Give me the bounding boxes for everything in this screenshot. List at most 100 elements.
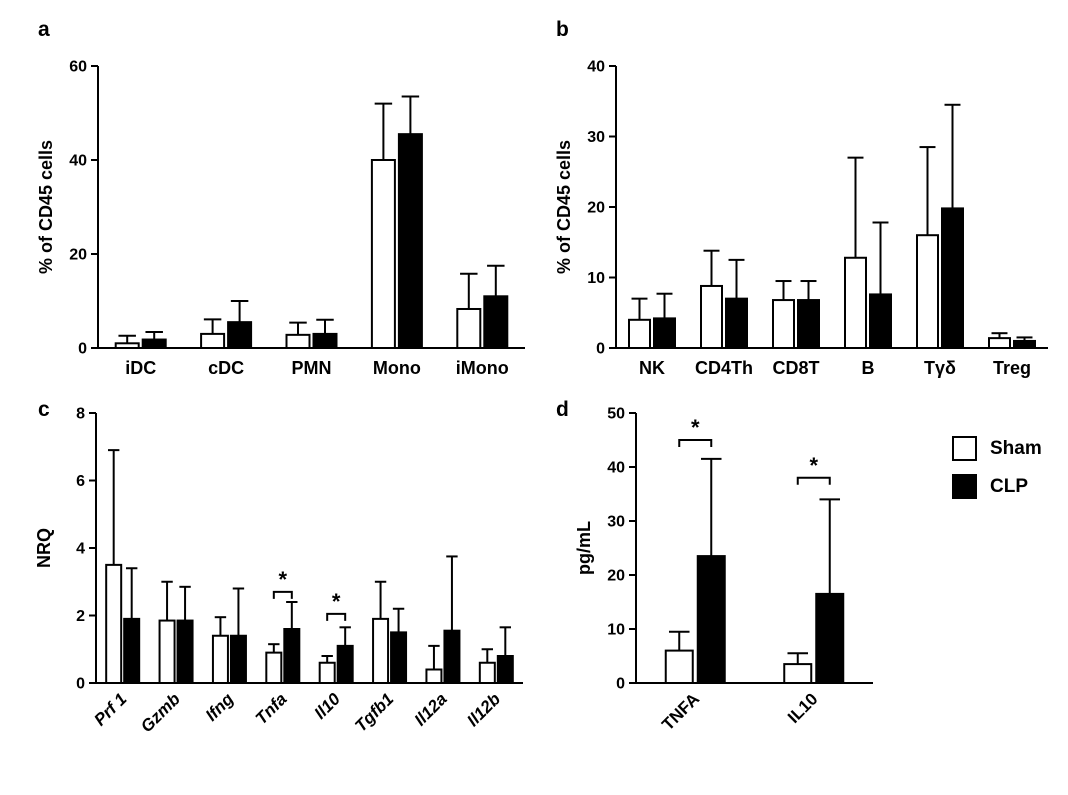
bar-clp-Tgfb1 [390,631,408,684]
bar-sham-Il10 [318,661,336,684]
bar-sham-CD8T [772,299,795,349]
chart-a-svg: 0 20 40 60 % of CD45 cells iDC cDC PMN Mono iMono [36,59,525,378]
significance-star: * [332,589,341,614]
y-tick-label: 20 [607,568,625,585]
y-tick-label: 40 [69,153,87,170]
bar-sham-Gzmb [158,619,176,684]
x-category-label: Prf 1 [90,689,130,729]
bar-sham-cDC [200,332,226,349]
bar-clp-Treg [1013,339,1036,350]
x-category-label: NK [639,358,665,378]
chart-b-svg: 0 10 20 30 40 % of CD45 cells NK CD4Th CD8T B Tγδ T… [554,59,1048,378]
y-tick-label: 60 [69,59,87,76]
legend-swatch-sham-icon [952,436,977,461]
x-category-label: Gzmb [137,689,184,736]
bar-sham-Il12b [478,661,496,684]
x-category-label: Tgfb1 [351,689,397,735]
y-tick-label: 8 [76,406,85,423]
bar-clp-Il10 [336,644,354,684]
y-tick-label: 2 [76,608,85,625]
y-tick-label: 0 [596,341,605,358]
y-tick-label: 6 [76,473,85,490]
bar-sham-Prf1 [105,563,123,684]
x-category-label: PMN [292,358,332,378]
bar-clp-Gzmb [176,619,194,684]
bar-clp-iDC [141,338,167,350]
x-category-label: TNFA [658,689,703,734]
chart-panel-d: 0 10 20 30 40 50 pg/mL TNFA IL10 * * [548,388,888,793]
bar-sham-Tnfa [265,651,283,684]
x-category-label: Ifng [202,689,238,725]
bar-sham-PMN [285,333,311,349]
legend-label-clp: CLP [990,475,1028,497]
bar-clp-B [869,293,892,350]
y-tick-label: 50 [607,406,625,423]
panel-label-d: d [556,398,569,421]
bar-clp-Il12a [443,629,461,684]
bar-clp-TNFA [696,555,726,685]
y-tick-label: 0 [616,676,625,693]
bar-sham-NK [628,318,651,349]
significance-bracket [326,612,347,621]
x-category-label: B [862,358,875,378]
x-category-label: Tnfa [252,689,291,728]
bar-sham-Ifng [211,634,229,684]
y-tick-label: 40 [607,460,625,477]
bar-sham-IL10 [783,663,813,685]
bar-sham-Il12a [425,668,443,684]
y-tick-label: 30 [607,514,625,531]
bar-clp-CD4Th [725,297,748,349]
y-axis-title: % of CD45 cells [36,140,56,274]
significance-bracket [796,476,831,485]
significance-bracket [272,590,293,599]
y-tick-label: 10 [607,622,625,639]
bar-sham-iMono [456,307,482,349]
bar-clp-Ifng [229,634,247,684]
y-tick-label: 0 [78,341,87,358]
significance-star: * [279,567,288,592]
x-category-label: cDC [208,358,244,378]
bar-sham-B [844,256,867,349]
x-category-label: iMono [456,358,509,378]
chart-panel-a: 0 20 40 60 % of CD45 cells iDC cDC PMN Mono iMono [30,8,540,393]
x-category-label: Il12b [463,689,504,730]
y-tick-label: 4 [76,541,85,558]
panel-label-c: c [38,398,50,421]
significance-star: * [691,415,700,440]
bar-clp-IL10 [815,592,845,684]
y-axis-title: % of CD45 cells [554,140,574,274]
bar-clp-Mono [397,133,423,350]
y-tick-label: 10 [587,270,605,287]
bar-clp-Tγδ [941,207,964,349]
x-category-label: iDC [125,358,156,378]
bar-clp-PMN [312,332,338,349]
y-tick-label: 30 [587,129,605,146]
bar-clp-Prf1 [123,617,141,684]
bar-sham-Treg [988,337,1011,350]
legend-swatch-clp-icon [952,474,977,499]
y-tick-label: 20 [587,200,605,217]
chart-panel-c: 0 2 4 6 8 NRQ Prf 1 Gzmb Ifng Tnfa Il10 Tgfb1 Il12a I… [28,388,543,793]
y-tick-label: 0 [76,676,85,693]
bar-clp-Il12b [496,655,514,684]
bar-sham-Tγδ [916,234,939,349]
bar-sham-TNFA [664,649,694,685]
x-category-label: Il10 [311,689,345,723]
bar-clp-Tnfa [283,628,301,684]
chart-panel-b: 0 10 20 30 40 % of CD45 cells NK CD4Th CD8T B Tγδ T… [548,8,1058,393]
chart-d-svg: 0 10 20 30 40 50 pg/mL TNFA IL10 * * [574,406,873,734]
x-category-label: Mono [373,358,421,378]
x-category-label: IL10 [784,689,821,726]
legend-label-sham: Sham [990,437,1042,459]
x-category-label: Il12a [411,689,451,729]
legend-item-clp: CLP [952,474,1042,499]
x-category-label: Tγδ [924,358,956,378]
y-axis-title: NRQ [34,528,54,568]
significance-bracket [678,439,713,447]
x-category-label: Treg [993,358,1031,378]
y-axis-title: pg/mL [574,521,594,575]
bar-clp-iMono [483,295,509,349]
bar-clp-NK [653,317,676,350]
significance-star: * [809,453,818,478]
